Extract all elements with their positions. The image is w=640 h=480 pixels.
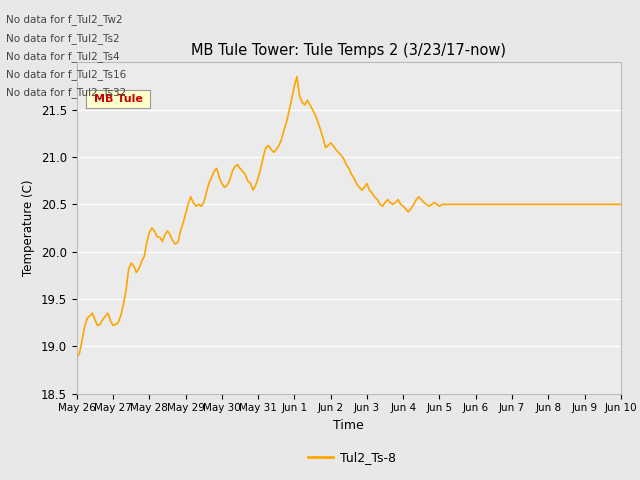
Tul2_Ts-8 bbox=[293, 74, 301, 80]
Tul2_Ts-8 bbox=[617, 202, 625, 207]
X-axis label: Time: Time bbox=[333, 419, 364, 432]
Text: No data for f_Tul2_Ts32: No data for f_Tul2_Ts32 bbox=[6, 87, 127, 98]
Text: No data for f_Tul2_Ts2: No data for f_Tul2_Ts2 bbox=[6, 33, 120, 44]
Text: MB Tule: MB Tule bbox=[94, 94, 143, 104]
Tul2_Ts-8 bbox=[234, 162, 241, 168]
Tul2_Ts-8 bbox=[568, 202, 575, 207]
Tul2_Ts-8 bbox=[88, 310, 96, 316]
Line: Tul2_Ts-8: Tul2_Ts-8 bbox=[77, 77, 621, 358]
Tul2_Ts-8 bbox=[73, 355, 81, 360]
Text: No data for f_Tul2_Tw2: No data for f_Tul2_Tw2 bbox=[6, 14, 123, 25]
Tul2_Ts-8 bbox=[314, 118, 321, 124]
Y-axis label: Temperature (C): Temperature (C) bbox=[22, 180, 35, 276]
Tul2_Ts-8 bbox=[283, 118, 291, 124]
Text: No data for f_Tul2_Ts16: No data for f_Tul2_Ts16 bbox=[6, 69, 127, 80]
Legend: Tul2_Ts-8: Tul2_Ts-8 bbox=[303, 446, 401, 469]
Tul2_Ts-8 bbox=[451, 202, 459, 207]
Text: No data for f_Tul2_Ts4: No data for f_Tul2_Ts4 bbox=[6, 51, 120, 62]
Title: MB Tule Tower: Tule Temps 2 (3/23/17-now): MB Tule Tower: Tule Temps 2 (3/23/17-now… bbox=[191, 44, 506, 59]
